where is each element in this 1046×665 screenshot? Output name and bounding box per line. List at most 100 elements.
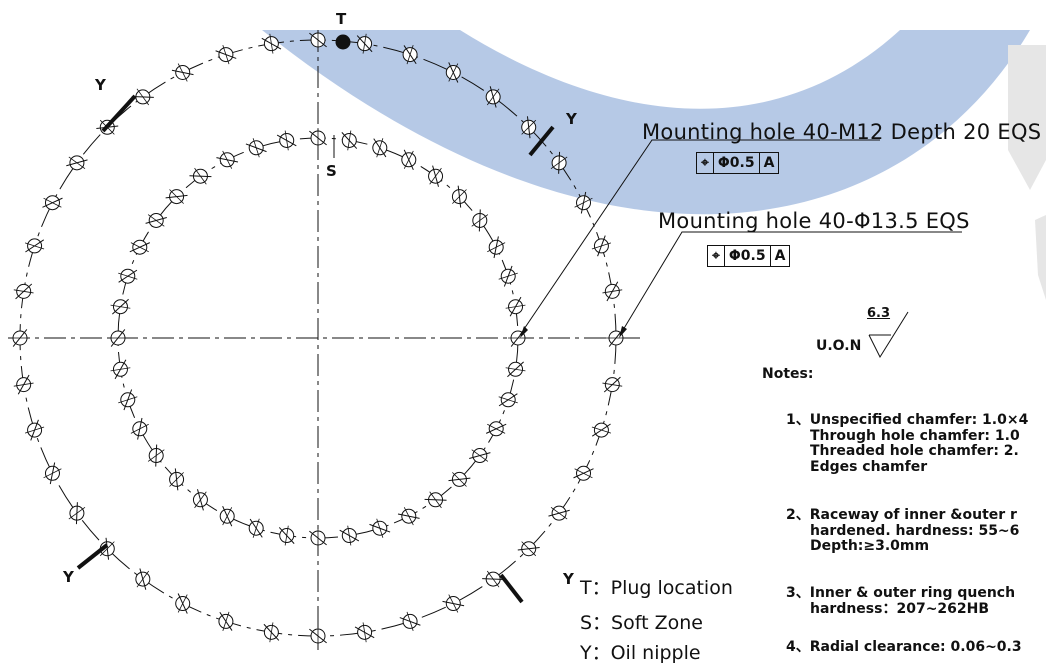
position-tolerance-icon: ⌖ — [708, 246, 725, 266]
inner-mounting-hole — [469, 448, 491, 464]
hole-centermark — [550, 506, 568, 520]
outer-mounting-hole — [218, 611, 234, 632]
outer-mounting-hole — [42, 195, 63, 211]
hole-centermark — [194, 167, 207, 185]
note-line: Threaded hole chamfer: 2. — [810, 443, 1019, 459]
hole-centermark — [376, 138, 384, 158]
position-tolerance-icon: ⌖ — [697, 153, 714, 173]
outer-mounting-hole — [13, 374, 34, 395]
hole-centermark — [429, 491, 442, 509]
hole-centermark — [136, 88, 150, 106]
outer-mounting-hole — [131, 88, 154, 106]
hole-centermark — [99, 541, 115, 557]
hole-centermark — [521, 541, 537, 557]
outer-mounting-hole — [356, 33, 373, 54]
outer-mounting-hole — [602, 281, 623, 302]
inner-mounting-hole — [118, 268, 138, 284]
outer-mounting-hole — [215, 44, 237, 65]
outer-mounting-hole — [591, 422, 612, 438]
outer-mounting-hole — [43, 462, 62, 485]
inner-mounting-hole — [165, 189, 188, 205]
note-line: hardness：207~262HB — [810, 600, 990, 617]
oil-nipple-bar — [528, 125, 555, 157]
note-item: 3、Inner & outer ring quench hardness：207… — [786, 585, 1015, 617]
hole-centermark — [118, 272, 138, 280]
hole-centermark — [403, 150, 414, 169]
drawing-geometry — [8, 30, 640, 650]
note-line: hardened. hardness: 55~6 — [810, 522, 1020, 539]
inner-mounting-hole — [110, 359, 131, 380]
leader-through-holes-arrow — [619, 326, 627, 338]
surface-finish-symbol — [868, 311, 909, 359]
outer-mounting-hole — [24, 238, 45, 254]
oil-nipple-bar — [76, 543, 109, 570]
inner-mounting-hole — [505, 361, 526, 378]
inner-mounting-hole — [276, 130, 297, 151]
inner-mounting-hole — [498, 392, 518, 408]
inner-mounting-hole — [169, 468, 185, 491]
inner-mounting-hole — [471, 209, 489, 232]
tolerance-value: Φ0.5 — [725, 246, 771, 266]
inner-mounting-hole — [145, 212, 167, 228]
outer-mounting-hole — [521, 116, 537, 139]
oil-nipple-marker-label-4: Y — [563, 570, 574, 588]
hole-centermark — [252, 138, 260, 158]
outer-mounting-hole — [548, 505, 570, 521]
plug-marker-label: T — [336, 10, 347, 28]
hole-centermark — [222, 44, 230, 65]
outer-mounting-hole — [263, 622, 280, 643]
outer-mounting-hole — [66, 155, 88, 171]
outer-mounting-hole — [354, 622, 375, 643]
inner-mounting-hole — [192, 489, 208, 511]
hole-centermark — [24, 242, 45, 250]
hole-centermark — [362, 622, 367, 643]
outer-mounting-hole — [482, 570, 505, 588]
hole-centermark — [550, 156, 568, 170]
watermark-shape — [1008, 45, 1046, 190]
leader-through-holes — [619, 231, 962, 336]
oil-nipple-marker-label-1: Y — [95, 76, 106, 94]
inner-mounting-hole — [278, 525, 295, 546]
inner-mounting-hole — [485, 421, 507, 437]
inner-mounting-hole — [339, 525, 360, 546]
watermark-logo — [262, 30, 1046, 300]
hole-centermark — [68, 156, 86, 170]
position-tolerance-frame-1: ⌖ Φ0.5 A — [696, 152, 780, 174]
hole-centermark — [194, 491, 207, 509]
hole-centermark — [110, 304, 131, 309]
oil-nipple-bar — [499, 573, 524, 604]
outer-mounting-hole — [517, 541, 540, 557]
inner-mounting-hole — [372, 138, 388, 158]
inner-mounting-hole — [219, 505, 235, 527]
inner-mounting-hole — [118, 389, 138, 411]
outer-mounting-hole — [399, 611, 421, 632]
hole-centermark — [177, 594, 188, 613]
outer-mounting-hole — [171, 63, 194, 82]
hole-centermark — [602, 289, 623, 294]
note-item: 2、Raceway of inner &outer r hardened. ha… — [786, 507, 1020, 555]
leader-tapped-holes-arrow — [520, 326, 528, 338]
hole-centermark — [252, 518, 260, 538]
inner-mounting-hole — [108, 329, 128, 347]
hole-centermark — [136, 570, 150, 588]
inner-mounting-hole — [110, 298, 131, 315]
inner-mounting-hole — [428, 165, 444, 187]
note-line: Edges chamfer — [810, 458, 928, 475]
outer-mounting-hole — [309, 626, 327, 646]
inner-mounting-hole — [505, 296, 526, 317]
inner-mounting-hole — [424, 491, 447, 509]
hole-centermark — [498, 396, 518, 404]
inner-mounting-hole — [487, 236, 506, 259]
hole-centermark — [591, 242, 612, 250]
leader-tapped-holes — [519, 139, 880, 336]
outer-mounting-hole — [402, 44, 418, 65]
hole-centermark — [448, 63, 459, 82]
hole-centermark — [68, 506, 86, 520]
inner-mounting-hole — [130, 417, 149, 440]
hole-centermark — [43, 468, 62, 479]
hole-centermark — [574, 468, 593, 479]
hole-centermark — [376, 518, 384, 538]
hole-centermark — [269, 622, 274, 643]
hole-centermark — [591, 426, 612, 434]
legend-plug-location: T：Plug location — [580, 577, 733, 599]
